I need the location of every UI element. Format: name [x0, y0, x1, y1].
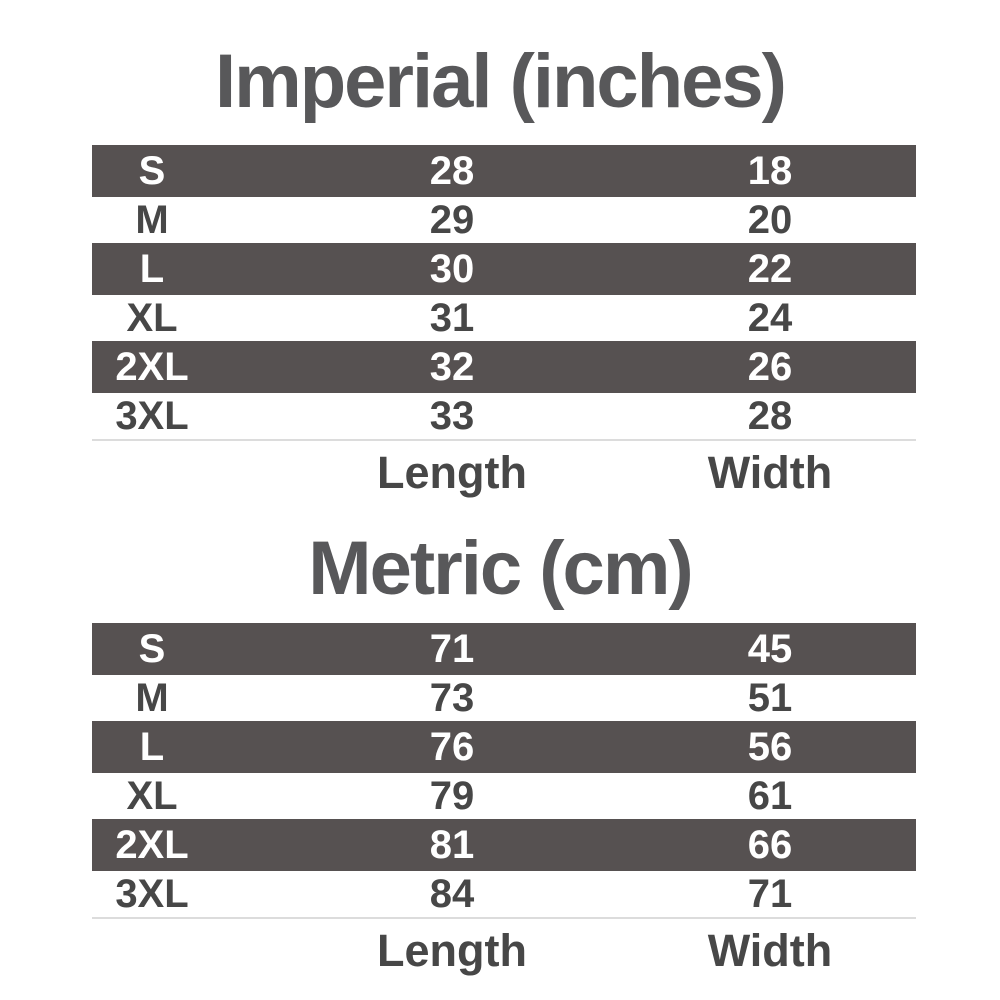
length-column-label: Length [377, 924, 527, 976]
table-row: L 76 56 [92, 721, 916, 773]
size-label: S [138, 149, 166, 193]
size-label: 3XL [115, 872, 189, 916]
length-value: 33 [429, 394, 475, 438]
size-label: 2XL [115, 823, 189, 867]
length-value: 71 [429, 627, 475, 671]
size-label: XL [126, 774, 178, 818]
size-label: M [135, 198, 169, 242]
length-value: 31 [429, 296, 475, 340]
length-value: 28 [429, 149, 475, 193]
imperial-title: Imperial (inches) [215, 39, 787, 124]
size-label: XL [126, 296, 178, 340]
size-label: 3XL [115, 394, 189, 438]
size-label: M [135, 676, 169, 720]
width-value: 26 [747, 345, 793, 389]
length-value: 84 [429, 872, 475, 916]
table-row: S 71 45 [92, 623, 916, 675]
table-row: 2XL 32 26 [92, 341, 916, 393]
table-row: 3XL 84 71 [92, 871, 916, 917]
length-column-label: Length [377, 446, 527, 498]
width-value: 51 [747, 676, 793, 720]
column-labels: Length Width [92, 439, 916, 503]
table-row: M 73 51 [92, 675, 916, 721]
width-value: 20 [747, 198, 793, 242]
table-row: M 29 20 [92, 197, 916, 243]
table-row: XL 31 24 [92, 295, 916, 341]
table-row: 3XL 33 28 [92, 393, 916, 439]
width-value: 22 [747, 247, 793, 291]
size-label: L [139, 247, 165, 291]
column-labels: Length Width [92, 917, 916, 981]
table-row: XL 79 61 [92, 773, 916, 819]
width-value: 18 [747, 149, 793, 193]
size-label: S [138, 627, 166, 671]
size-label: 2XL [115, 345, 189, 389]
width-value: 45 [747, 627, 793, 671]
width-value: 28 [747, 394, 793, 438]
table-row: L 30 22 [92, 243, 916, 295]
imperial-size-chart: Imperial (inches) S 28 18 M 29 20 L 30 2… [92, 39, 916, 503]
length-value: 76 [429, 725, 475, 769]
width-value: 24 [747, 296, 793, 340]
width-value: 71 [747, 872, 793, 916]
metric-table: S 71 45 M 73 51 L 76 56 XL 79 61 2XL 81 [92, 623, 916, 981]
length-value: 79 [429, 774, 475, 818]
width-column-label: Width [707, 446, 833, 498]
metric-size-chart: Metric (cm) S 71 45 M 73 51 L 76 56 XL 7… [0, 503, 1000, 981]
table-row: 2XL 81 66 [92, 819, 916, 871]
length-value: 29 [429, 198, 475, 242]
width-value: 56 [747, 725, 793, 769]
width-value: 61 [747, 774, 793, 818]
width-column-label: Width [707, 924, 833, 976]
length-value: 30 [429, 247, 475, 291]
table-row: S 28 18 [92, 145, 916, 197]
length-value: 73 [429, 676, 475, 720]
length-value: 81 [429, 823, 475, 867]
metric-title: Metric (cm) [308, 526, 693, 611]
length-value: 32 [429, 345, 475, 389]
width-value: 66 [747, 823, 793, 867]
imperial-table: S 28 18 M 29 20 L 30 22 XL 31 24 2XL 32 [92, 145, 916, 503]
size-label: L [139, 725, 165, 769]
